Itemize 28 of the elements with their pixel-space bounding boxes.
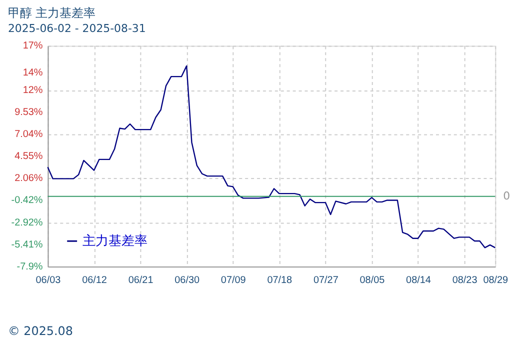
y-tick-label: 17% [22,40,43,52]
y-tick-label: -0.42% [11,195,43,206]
x-tick-label: 08/23 [452,274,478,286]
x-tick-label: 08/05 [360,274,386,286]
x-tick-label: 06/30 [174,274,200,286]
y-tick-label: 7.04% [14,129,43,140]
y-tick-label: 12% [22,85,43,96]
y-tick-label: -2.92% [11,217,43,228]
y-tick-label: -7.9% [16,261,43,272]
ref-line-label: 0 [503,189,510,202]
y-tick-label: 4.55% [14,151,43,162]
line-series [47,65,496,248]
legend-label: 主力基差率 [82,233,148,250]
x-tick-label: 08/14 [406,274,432,286]
x-tick-label: 07/27 [313,274,339,286]
x-tick-label: 07/09 [220,274,246,286]
y-tick-label: 9.53% [14,106,43,118]
x-tick-label: 08/29 [483,274,509,286]
text: © 2025.08 [8,324,73,338]
x-tick-label: 06/21 [128,274,154,286]
chart-subtitle: 2025-06-02 - 2025-08-31 [8,22,146,35]
x-tick-label: 06/03 [36,274,62,286]
y-tick-label: 2.06% [14,173,43,184]
y-tick-label: 14% [22,67,43,78]
x-tick-label: 06/12 [82,274,108,286]
y-tick-label: -5.41% [11,239,43,250]
chart-title: 甲醇 主力基差率 [8,6,96,20]
x-tick-label: 07/18 [267,274,293,286]
